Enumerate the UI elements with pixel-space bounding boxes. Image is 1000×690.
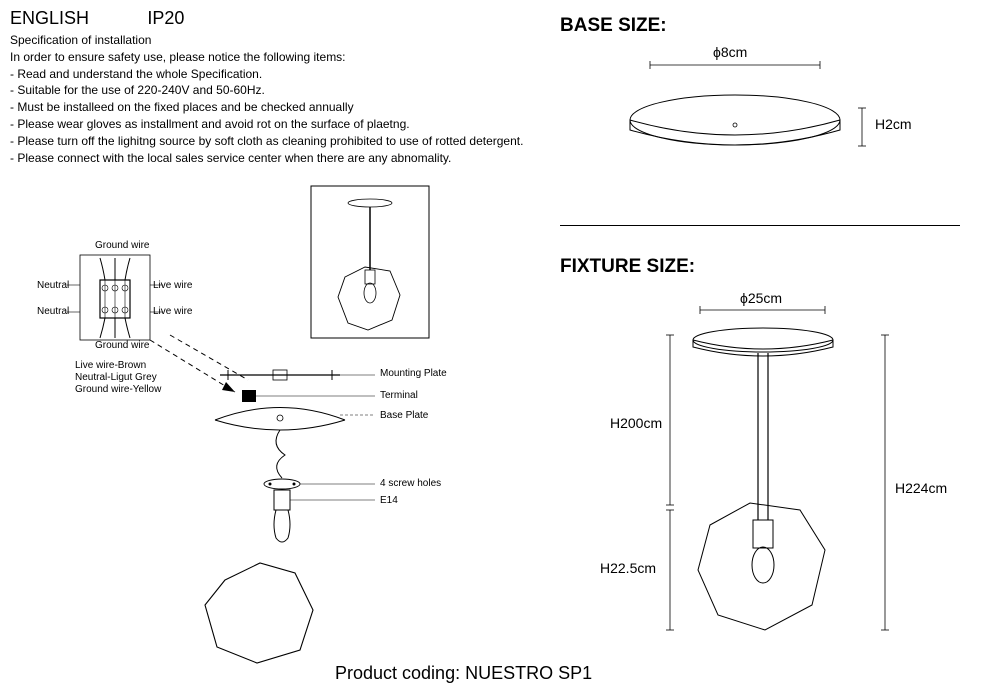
specification-block: Specification of installation In order t…	[10, 32, 550, 166]
wiring-neutral-l2: Neutral	[37, 306, 69, 317]
wiring-live-r: Live wire	[153, 280, 192, 291]
header-left: ENGLISH IP20	[10, 8, 184, 29]
product-code-value: NUESTRO SP1	[465, 663, 592, 683]
wiring-neutral-l: Neutral	[37, 280, 69, 291]
pendant-preview	[310, 185, 430, 340]
language-label: ENGLISH	[10, 8, 89, 29]
ip-rating: IP20	[147, 8, 184, 29]
spec-title: Specification of installation	[10, 32, 550, 49]
label-bulb: E14	[380, 495, 398, 506]
base-size-heading: BASE SIZE:	[560, 15, 667, 37]
fixture-shade-height: H22.5cm	[600, 560, 656, 576]
wiring-live-r2: Live wire	[153, 306, 192, 317]
label-screw-holes: 4 screw holes	[380, 478, 441, 489]
base-height-label: H2cm	[875, 116, 912, 132]
spec-intro: In order to ensure safety use, please no…	[10, 49, 550, 66]
assembly-diagram	[190, 360, 410, 550]
spec-list: Read and understand the whole Specificat…	[10, 66, 550, 167]
fixture-top-diameter: ϕ25cm	[740, 290, 782, 306]
fixture-total-height: H224cm	[895, 480, 947, 496]
legend-live: Live wire-Brown	[75, 360, 146, 371]
label-terminal: Terminal	[380, 390, 418, 401]
base-diameter-label: ϕ8cm	[713, 44, 747, 60]
spec-item: Read and understand the whole Specificat…	[10, 66, 550, 83]
label-base-plate: Base Plate	[380, 410, 428, 421]
spec-item: Must be installeed on the fixed places a…	[10, 99, 550, 116]
product-code: Product coding: NUESTRO SP1	[335, 663, 592, 684]
spec-item: Please turn off the lighitng source by s…	[10, 133, 550, 150]
spec-item: Please wear gloves as installment and av…	[10, 116, 550, 133]
shade-outline	[195, 555, 325, 670]
fixture-size-diagram	[600, 295, 980, 655]
wiring-ground-top: Ground wire	[95, 240, 149, 251]
spec-item: Suitable for the use of 220-240V and 50-…	[10, 82, 550, 99]
label-mounting-plate: Mounting Plate	[380, 368, 447, 379]
fixture-size-heading: FIXTURE SIZE:	[560, 256, 695, 278]
fixture-drop-height: H200cm	[610, 415, 662, 431]
spec-item: Please connect with the local sales serv…	[10, 150, 550, 167]
section-divider	[560, 225, 960, 226]
product-code-label: Product coding:	[335, 663, 460, 683]
